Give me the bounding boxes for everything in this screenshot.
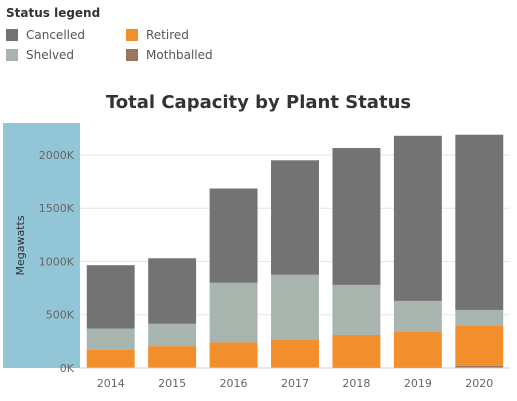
bar-cancelled-2014: [86, 265, 135, 329]
y-axis-label: Megawatts: [14, 215, 27, 275]
legend-item-cancelled[interactable]: Cancelled: [6, 28, 85, 42]
x-tick-label: 2017: [281, 377, 309, 390]
bar-cancelled-2017: [271, 160, 319, 275]
x-tick-label: 2014: [97, 377, 125, 390]
legend-item-mothballed[interactable]: Mothballed: [126, 48, 213, 62]
bar-shelved-2016: [209, 282, 258, 343]
y-tick-label: 1000K: [39, 255, 75, 268]
legend-label-cancelled: Cancelled: [26, 28, 85, 42]
bar-shelved-2019: [393, 300, 442, 332]
status-legend: Status legend Cancelled Retired Shelved …: [6, 6, 266, 66]
bar-cancelled-2020: [455, 134, 504, 310]
bar-cancelled-2015: [148, 258, 197, 324]
legend-swatch-mothballed: [126, 49, 138, 61]
bar-cancelled-2019: [393, 135, 442, 301]
y-tick-label: 500K: [46, 309, 75, 322]
legend-item-shelved[interactable]: Shelved: [6, 48, 74, 62]
bar-shelved-2020: [455, 309, 504, 326]
x-tick-label: 2020: [465, 377, 493, 390]
y-tick-label: 2000K: [39, 149, 75, 162]
bar-mothballed-2019: [393, 366, 442, 368]
bar-shelved-2017: [271, 274, 319, 340]
bar-cancelled-2016: [209, 188, 258, 283]
x-tick-label: 2018: [342, 377, 370, 390]
x-tick-label: 2016: [220, 377, 248, 390]
bar-mothballed-2018: [332, 366, 381, 368]
legend-label-mothballed: Mothballed: [146, 48, 213, 62]
y-axis-panel: [3, 123, 80, 368]
bar-shelved-2014: [86, 328, 135, 350]
bar-retired-2014: [86, 349, 135, 368]
legend-swatch-shelved: [6, 49, 18, 61]
bar-retired-2015: [148, 346, 197, 368]
bar-retired-2018: [332, 334, 381, 367]
x-tick-label: 2019: [404, 377, 432, 390]
bar-retired-2016: [209, 342, 258, 368]
y-tick-label: 0K: [60, 362, 75, 375]
bar-shelved-2018: [332, 284, 381, 335]
bar-cancelled-2018: [332, 148, 381, 285]
legend-item-retired[interactable]: Retired: [126, 28, 189, 42]
legend-swatch-retired: [126, 29, 138, 41]
legend-swatch-cancelled: [6, 29, 18, 41]
legend-label-retired: Retired: [146, 28, 189, 42]
legend-label-shelved: Shelved: [26, 48, 75, 62]
y-tick-label: 1500K: [39, 202, 75, 215]
bar-retired-2017: [271, 339, 319, 368]
legend-title: Status legend: [6, 6, 101, 20]
x-tick-label: 2015: [158, 377, 186, 390]
chart-title: Total Capacity by Plant Status: [105, 92, 412, 113]
bar-shelved-2015: [148, 323, 197, 347]
bar-retired-2019: [393, 331, 442, 367]
bar-mothballed-2020: [455, 365, 504, 368]
bar-retired-2020: [455, 325, 504, 366]
